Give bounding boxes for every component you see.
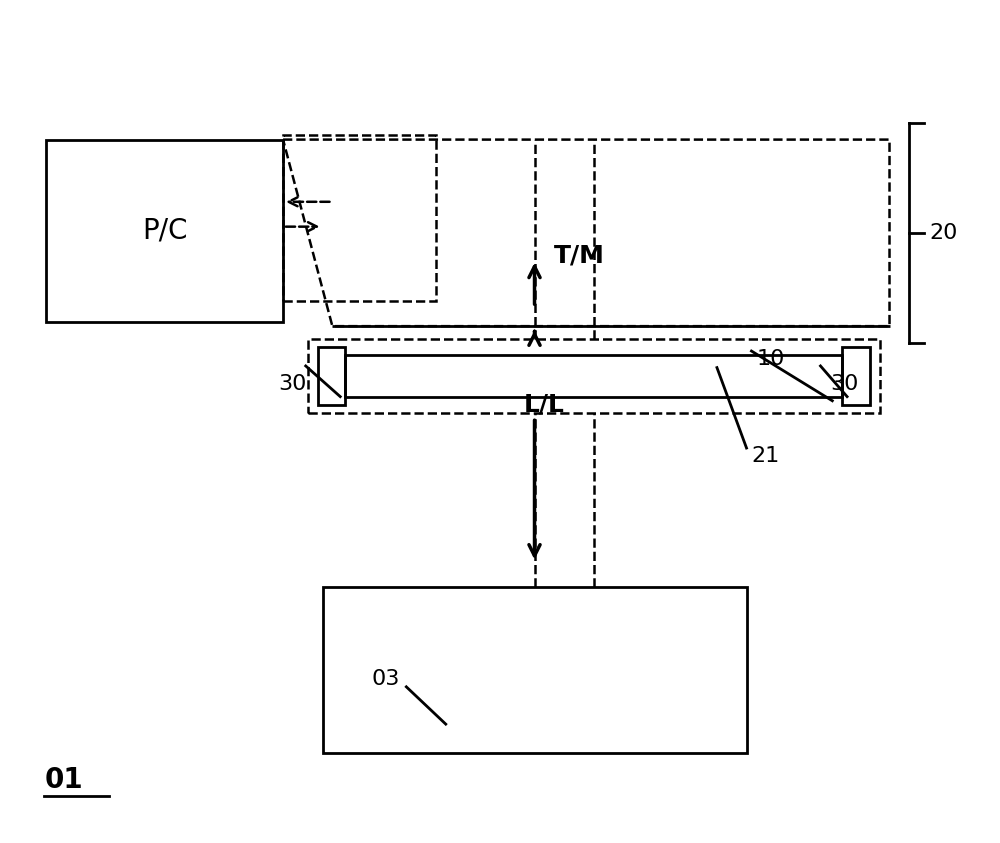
Bar — [46, 140, 283, 322]
Text: 03: 03 — [372, 668, 400, 689]
Text: 21: 21 — [751, 446, 780, 466]
Text: 20: 20 — [929, 223, 957, 244]
Text: 01: 01 — [44, 765, 83, 793]
Bar — [345, 355, 842, 396]
Text: T/M: T/M — [554, 244, 605, 268]
Text: 30: 30 — [830, 374, 859, 395]
Text: 10: 10 — [756, 349, 785, 369]
Bar — [322, 588, 747, 753]
Text: P/C: P/C — [142, 217, 187, 244]
Text: 30: 30 — [278, 374, 306, 395]
Bar — [318, 346, 345, 405]
Bar — [308, 339, 880, 413]
Bar — [283, 136, 436, 301]
Text: L/L: L/L — [524, 393, 565, 417]
Bar — [842, 346, 870, 405]
